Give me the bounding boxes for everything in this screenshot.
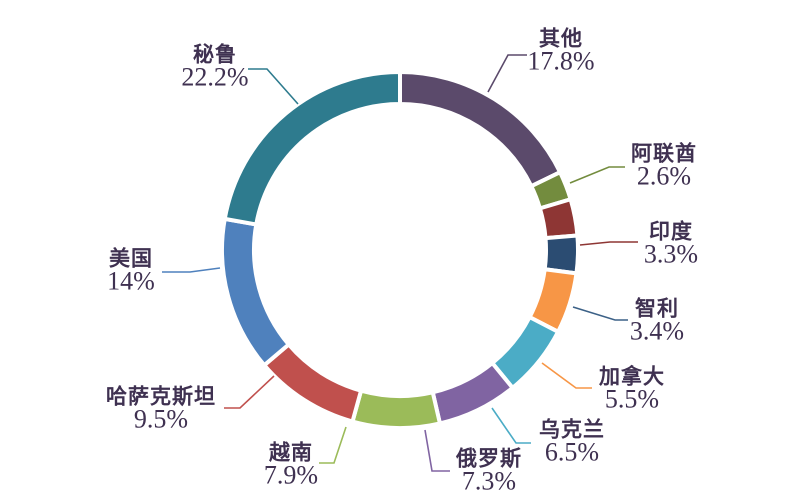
donut-slice-0	[398, 70, 563, 189]
leader-line-1	[569, 166, 625, 184]
donut-slice-10	[222, 70, 402, 227]
donut-slice-3	[542, 233, 580, 276]
leader-line-4	[541, 362, 592, 389]
donut-slice-8	[262, 342, 364, 424]
leader-line-10	[248, 68, 299, 105]
leader-line-5	[491, 407, 531, 444]
donut-slice-7	[350, 388, 442, 430]
leader-line-9	[162, 267, 221, 273]
donut-slice-9	[220, 216, 291, 368]
leader-line-2	[579, 241, 638, 246]
donut-slice-2	[537, 197, 580, 241]
leader-line-8	[224, 375, 275, 409]
leader-line-7	[319, 426, 347, 464]
leader-line-3	[572, 306, 628, 321]
donut-slice-6	[430, 361, 515, 426]
leader-line-0	[487, 54, 527, 93]
leader-line-6	[424, 429, 450, 472]
